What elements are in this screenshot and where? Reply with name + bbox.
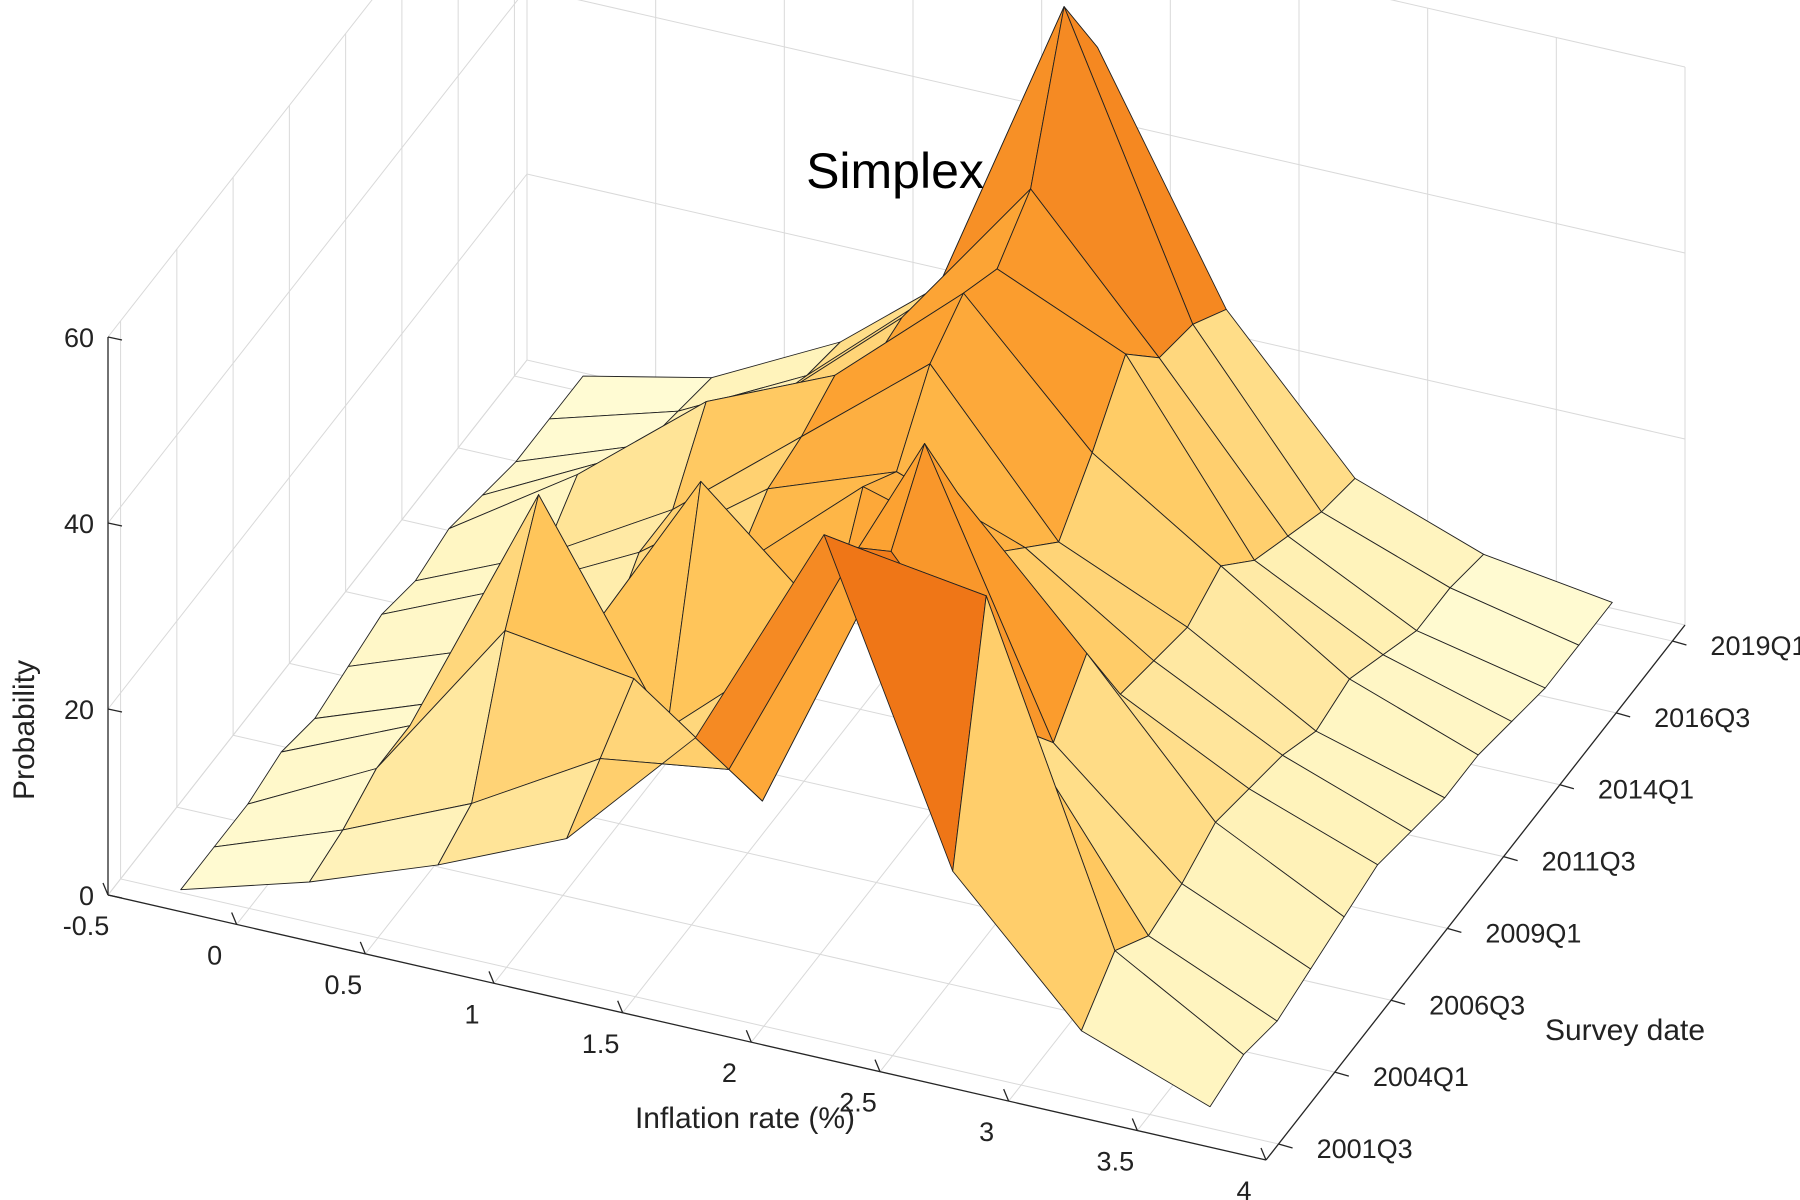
x-axis-label: Inflation rate (%) — [635, 1102, 855, 1135]
grid-line — [107, 173, 1686, 710]
x-tick — [102, 882, 109, 896]
y-tick — [1334, 1071, 1350, 1077]
x-tick — [874, 1059, 881, 1072]
grid-line — [107, 359, 528, 896]
y-tick — [1559, 784, 1575, 790]
surface-facet — [1080, 950, 1245, 1108]
chart-axes — [102, 336, 1687, 1161]
x-tick-label: 3.5 — [1097, 1147, 1135, 1177]
x-axis-line — [107, 894, 1267, 1161]
x-tick — [359, 941, 366, 955]
z-tick-label: 60 — [64, 323, 94, 353]
x-tick — [1260, 1147, 1267, 1161]
x-tick — [1131, 1118, 1138, 1131]
x-tick — [745, 1029, 752, 1043]
z-tick — [107, 336, 123, 341]
y-tick-label: 2006Q3 — [1429, 990, 1525, 1020]
y-tick-label: 2001Q3 — [1317, 1134, 1413, 1164]
y-tick-label: 2014Q1 — [1598, 775, 1694, 805]
z-tick-label: 20 — [64, 695, 94, 725]
x-tick — [617, 1000, 624, 1014]
x-tick-label: 1.5 — [582, 1029, 620, 1059]
z-tick — [107, 522, 123, 527]
z-tick-label: 40 — [64, 509, 94, 539]
y-tick — [1615, 712, 1631, 718]
y-axis-line — [1265, 624, 1686, 1161]
surface-plot — [180, 6, 1613, 1108]
x-tick — [488, 971, 495, 984]
z-axis-label: Probability — [8, 660, 41, 800]
z-tick-label: 0 — [79, 881, 94, 911]
y-axis-label: Survey date — [1545, 1014, 1705, 1047]
x-tick-label: 3 — [979, 1117, 994, 1147]
y-tick — [1672, 640, 1687, 646]
y-tick — [1503, 855, 1518, 862]
y-tick — [1447, 927, 1462, 934]
z-tick — [107, 708, 123, 713]
x-tick-label: 1 — [464, 999, 479, 1029]
x-tick-label: 2.5 — [839, 1088, 877, 1118]
x-tick — [231, 912, 238, 925]
y-tick-label: 2011Q3 — [1542, 847, 1636, 877]
x-tick-label: 4 — [1236, 1176, 1251, 1200]
chart-title: Simplex — [806, 143, 984, 199]
y-tick — [1278, 1143, 1293, 1149]
grid-line — [107, 0, 1686, 338]
y-tick-label: 2019Q1 — [1710, 631, 1800, 661]
grid-line — [120, 878, 1279, 1145]
y-tick — [1390, 999, 1406, 1005]
y-tick-label: 2004Q1 — [1373, 1062, 1469, 1092]
x-tick-label: 0.5 — [325, 970, 363, 1000]
tick-labels: -0.500.511.522.533.542001Q32004Q12006Q32… — [63, 323, 1800, 1200]
x-tick-label: -0.5 — [63, 911, 110, 941]
x-tick — [1003, 1088, 1010, 1102]
grid-line — [107, 0, 1686, 524]
y-tick-label: 2016Q3 — [1654, 703, 1750, 733]
x-tick-label: 2 — [722, 1058, 737, 1088]
z-tick — [107, 894, 123, 899]
x-tick-label: 0 — [207, 940, 222, 970]
y-tick-label: 2009Q1 — [1485, 918, 1581, 948]
